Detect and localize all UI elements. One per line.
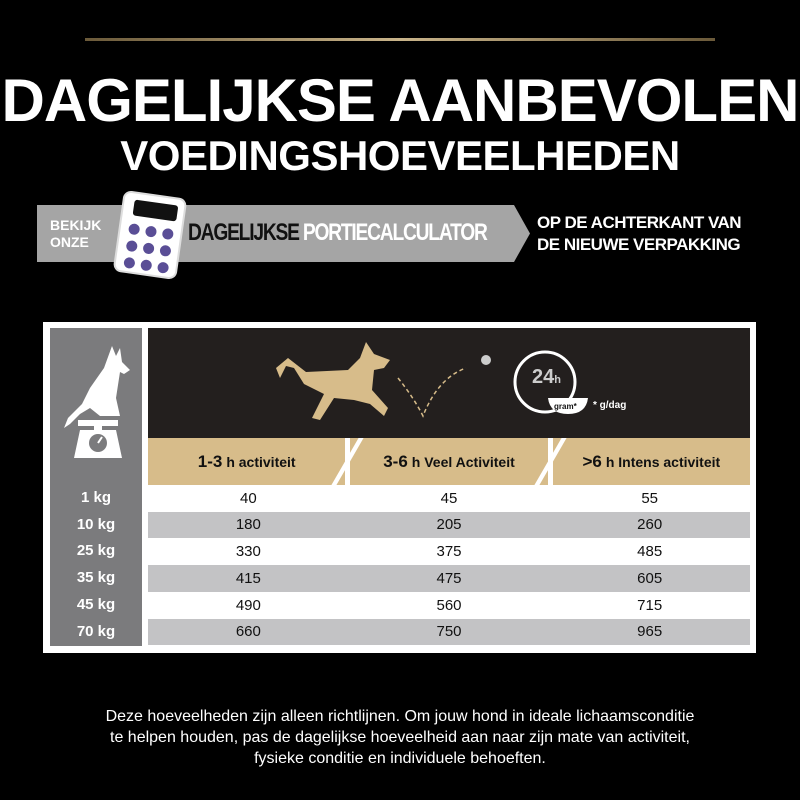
header-num: 1-3 xyxy=(197,451,223,471)
bowl-icon xyxy=(548,398,588,414)
weight-label: 45 kg xyxy=(76,595,116,613)
dog-on-scale-icon xyxy=(64,346,130,458)
ball-icon xyxy=(481,355,491,365)
weight-label: 35 kg xyxy=(76,569,116,587)
bowl-label: gram* xyxy=(554,402,577,411)
activity-header-illustration xyxy=(148,328,750,438)
illustration xyxy=(276,342,588,420)
header-intense-activity: >6 h Intens activiteit xyxy=(552,438,750,485)
clock-24h-icon xyxy=(513,350,577,414)
banner-lead: BEKIJK ONZE xyxy=(50,217,101,251)
header-low-activity: 1-3 h activiteit xyxy=(148,438,346,485)
weight-label: 10 kg xyxy=(76,515,116,533)
table-cell: 415 xyxy=(235,569,261,587)
disclaimer-line-2: te helpen houden, pas de dagelijkse hoev… xyxy=(110,729,690,746)
table-cell: 490 xyxy=(235,596,261,614)
table-row: 660 750 965 xyxy=(148,618,750,645)
table-cell: 715 xyxy=(637,596,663,614)
clock-hours: 24 xyxy=(532,366,555,388)
ball-arc-icon xyxy=(397,367,467,418)
weight-column xyxy=(50,328,142,646)
header-text: h Veel Activiteit xyxy=(411,453,515,470)
banner-note-2: DE NIEUWE VERPAKKING xyxy=(537,235,741,254)
table-row: 330 375 485 xyxy=(148,538,750,565)
weight-label: 25 kg xyxy=(76,542,116,560)
clock-label: 24h xyxy=(532,366,561,391)
disclaimer-line-3: fysieke conditie en individuele behoefte… xyxy=(254,750,546,767)
disclaimer: Deze hoeveelheden zijn alleen richtlijne… xyxy=(0,706,800,769)
table-cell: 750 xyxy=(436,623,462,641)
table-cell: 560 xyxy=(436,596,462,614)
table-cell: 965 xyxy=(637,623,663,641)
table-cell: 45 xyxy=(440,489,458,507)
table-cell: 485 xyxy=(637,543,663,561)
table-cell: 660 xyxy=(235,623,261,641)
table-cell: 605 xyxy=(637,569,663,587)
table-row: 490 560 715 xyxy=(148,592,750,619)
banner-lead-1: BEKIJK xyxy=(50,217,102,233)
table-row: 180 205 260 xyxy=(148,511,750,539)
table-cell: 475 xyxy=(436,569,462,587)
table-cell: 330 xyxy=(235,543,261,561)
disclaimer-line-1: Deze hoeveelheden zijn alleen richtlijne… xyxy=(105,708,695,725)
table-cell: 260 xyxy=(637,516,663,534)
table-cell: 40 xyxy=(239,489,257,507)
table-row: 415 475 605 xyxy=(148,565,750,592)
calculator-icon xyxy=(112,189,188,281)
banner-lead-2: ONZE xyxy=(50,234,89,250)
header-text: h Intens activiteit xyxy=(605,453,721,470)
header-num: >6 xyxy=(582,451,602,471)
banner-title-part2: PORTIECALCULATOR xyxy=(302,219,488,246)
header-num: 3-6 xyxy=(383,451,408,471)
weight-label: 70 kg xyxy=(76,622,116,640)
table-cell: 375 xyxy=(436,543,462,561)
running-dog-icon xyxy=(276,342,390,420)
banner-title: DAGELIJKSE PORTIECALCULATOR xyxy=(188,219,488,247)
weight-label: 1 kg xyxy=(80,489,111,506)
header-high-activity: 3-6 h Veel Activiteit xyxy=(350,438,548,485)
gold-divider xyxy=(85,38,715,41)
banner-note-1: OP DE ACHTERKANT VAN xyxy=(537,213,742,232)
banner-note: OP DE ACHTERKANT VAN DE NIEUWE VERPAKKING xyxy=(537,212,742,256)
unit-note: * g/dag xyxy=(593,400,627,411)
table-cell: 205 xyxy=(436,516,462,534)
title-line-1: DAGELIJKSE AANBEVOLEN xyxy=(1,67,800,134)
activity-header-row: 1-3 h activiteit 3-6 h Veel Activiteit >6 h… xyxy=(148,438,750,485)
header-text: h activiteit xyxy=(226,453,296,470)
table-cell: 55 xyxy=(641,489,659,507)
table-cell: 180 xyxy=(235,516,261,534)
clock-unit: h xyxy=(554,374,561,386)
table-row: 40 45 55 xyxy=(148,485,750,512)
banner-title-part1: DAGELIJKSE xyxy=(188,219,300,246)
title-line-2: VOEDINGSHOEVEELHEDEN xyxy=(120,132,680,179)
